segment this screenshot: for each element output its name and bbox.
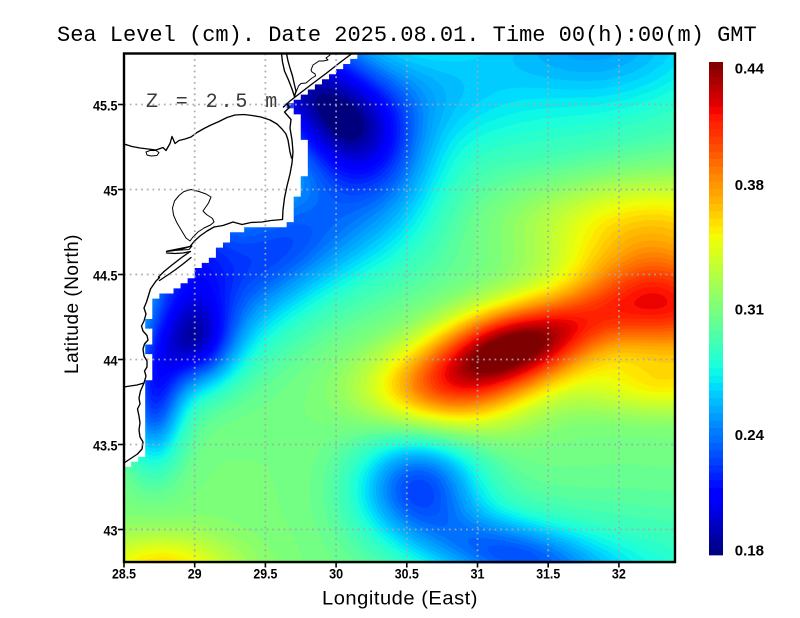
svg-text:0.31: 0.31 [735, 302, 764, 319]
svg-text:44.5: 44.5 [93, 267, 118, 283]
svg-text:45: 45 [104, 182, 118, 198]
svg-text:32: 32 [612, 566, 626, 582]
svg-text:29: 29 [188, 566, 202, 582]
svg-text:31: 31 [471, 566, 485, 582]
svg-text:45.5: 45.5 [93, 97, 118, 113]
svg-text:29.5: 29.5 [253, 566, 277, 582]
svg-text:0.44: 0.44 [735, 60, 765, 77]
svg-text:43: 43 [104, 522, 118, 538]
svg-text:30: 30 [329, 566, 343, 582]
svg-text:0.24: 0.24 [735, 427, 765, 444]
svg-text:Z = 2.5 m: Z = 2.5 m [146, 91, 280, 114]
svg-text:43.5: 43.5 [93, 437, 118, 453]
svg-text:0.38: 0.38 [735, 177, 764, 194]
svg-text:31.5: 31.5 [536, 566, 560, 582]
svg-text:Sea Level (cm). Date 2025.08.0: Sea Level (cm). Date 2025.08.01. Time 00… [57, 23, 757, 48]
svg-text:28.5: 28.5 [112, 566, 136, 582]
svg-text:Latitude (North): Latitude (North) [62, 234, 83, 374]
svg-text:0.18: 0.18 [735, 543, 764, 560]
svg-text:30.5: 30.5 [395, 566, 419, 582]
svg-text:Longitude (East): Longitude (East) [322, 589, 478, 610]
svg-text:44: 44 [104, 352, 118, 368]
